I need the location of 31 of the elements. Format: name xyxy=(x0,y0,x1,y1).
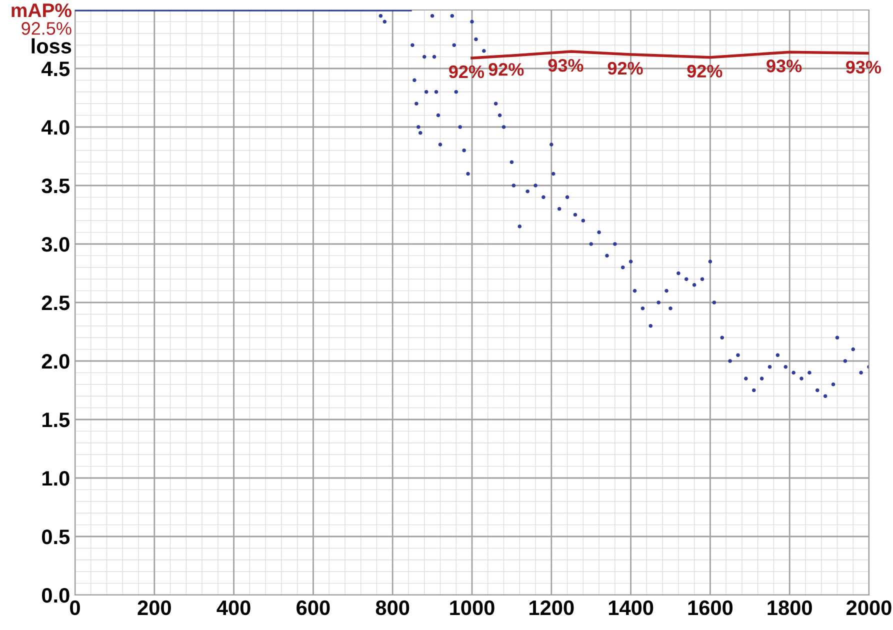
data-label: 93% xyxy=(548,58,584,72)
y-tick-label: 2.0 xyxy=(42,354,70,369)
data-label: 92% xyxy=(608,62,643,75)
y-tick-label: 4.0 xyxy=(41,120,70,135)
y-tick-label: 1.0 xyxy=(42,471,70,486)
y-tick-label: 0.5 xyxy=(42,530,70,544)
x-tick-label: 400 xyxy=(216,600,250,616)
data-label: 92% xyxy=(488,63,524,76)
x-tick-label: 0 xyxy=(70,600,80,616)
x-tick-label: 1200 xyxy=(530,600,574,616)
x-tick-label: 600 xyxy=(296,600,330,616)
data-label: 93% xyxy=(766,60,802,72)
y-tick-label: 1.5 xyxy=(42,412,70,428)
x-tick-label: 200 xyxy=(138,600,171,616)
x-tick-label: 1400 xyxy=(608,600,654,616)
data-label: 93% xyxy=(846,60,882,74)
y2-axis-title: mAP% xyxy=(12,4,72,18)
y-tick-label: 4.5 xyxy=(41,62,70,76)
x-tick-label: 800 xyxy=(376,600,410,616)
y-tick-label: 3.0 xyxy=(42,237,70,252)
data-label: 92% xyxy=(687,64,722,78)
x-tick-label: 1800 xyxy=(768,600,812,616)
x-tick-label: 2000 xyxy=(846,600,892,616)
y-axis-title: loss xyxy=(32,38,72,54)
x-tick-label: 1600 xyxy=(688,600,733,616)
data-label: 92% xyxy=(449,65,484,78)
y-tick-label: 3.5 xyxy=(42,178,70,194)
text: 92.5% xyxy=(22,22,72,35)
x-tick-label: 1000 xyxy=(450,600,494,616)
y-tick-label: 2.5 xyxy=(42,296,70,310)
y-tick-label: 0.0 xyxy=(42,588,70,603)
